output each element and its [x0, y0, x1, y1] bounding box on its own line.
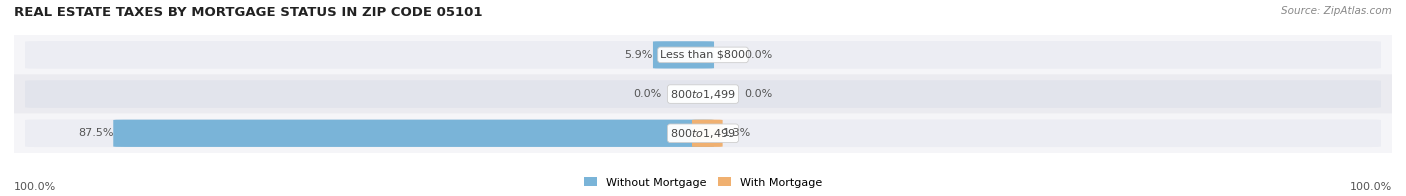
- Text: Less than $800: Less than $800: [661, 50, 745, 60]
- FancyBboxPatch shape: [652, 41, 714, 69]
- FancyBboxPatch shape: [25, 41, 1381, 69]
- FancyBboxPatch shape: [25, 120, 1381, 147]
- Text: 0.0%: 0.0%: [744, 50, 772, 60]
- FancyBboxPatch shape: [692, 120, 723, 147]
- FancyBboxPatch shape: [114, 120, 714, 147]
- FancyBboxPatch shape: [25, 80, 1381, 108]
- Text: $800 to $1,499: $800 to $1,499: [671, 88, 735, 101]
- Text: 5.9%: 5.9%: [624, 50, 652, 60]
- Text: 100.0%: 100.0%: [14, 182, 56, 192]
- Text: 87.5%: 87.5%: [77, 128, 114, 138]
- FancyBboxPatch shape: [7, 74, 1399, 114]
- FancyBboxPatch shape: [7, 35, 1399, 75]
- Text: 0.0%: 0.0%: [634, 89, 662, 99]
- Text: 1.3%: 1.3%: [723, 128, 751, 138]
- Legend: Without Mortgage, With Mortgage: Without Mortgage, With Mortgage: [579, 173, 827, 192]
- Text: $800 to $1,499: $800 to $1,499: [671, 127, 735, 140]
- Text: 100.0%: 100.0%: [1350, 182, 1392, 192]
- Text: Source: ZipAtlas.com: Source: ZipAtlas.com: [1281, 6, 1392, 16]
- Text: REAL ESTATE TAXES BY MORTGAGE STATUS IN ZIP CODE 05101: REAL ESTATE TAXES BY MORTGAGE STATUS IN …: [14, 6, 482, 19]
- Text: 0.0%: 0.0%: [744, 89, 772, 99]
- FancyBboxPatch shape: [7, 113, 1399, 153]
